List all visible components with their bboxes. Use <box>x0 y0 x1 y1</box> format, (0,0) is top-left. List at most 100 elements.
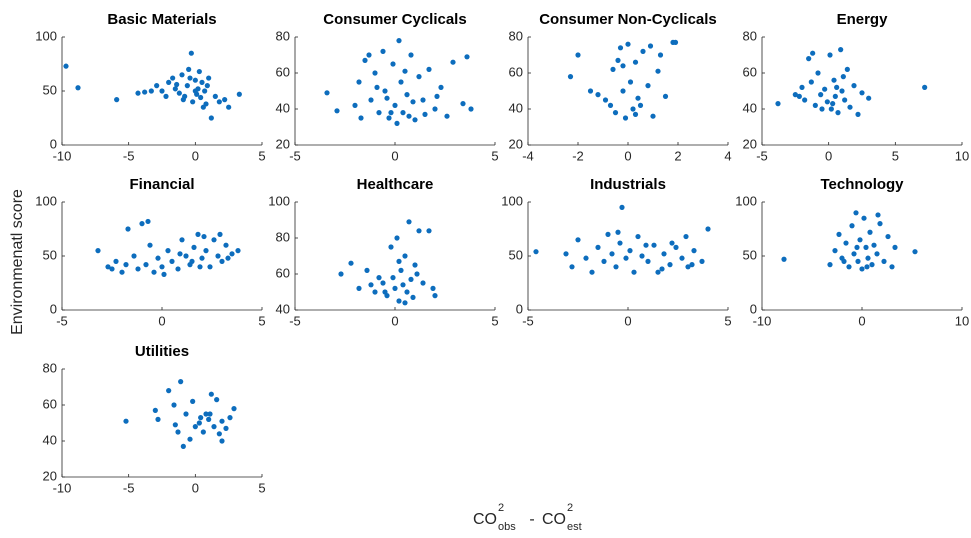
scatter-point <box>151 269 157 275</box>
scatter-point <box>679 255 685 261</box>
scatter-point <box>420 280 426 286</box>
y-tick-label: 80 <box>743 28 757 43</box>
scatter-point <box>587 88 594 94</box>
scatter-point <box>174 81 180 88</box>
scatter-point <box>203 248 209 254</box>
scatter-point <box>620 63 626 69</box>
scatter-point <box>396 38 402 44</box>
scatter-point <box>380 48 386 55</box>
scatter-point <box>390 61 396 67</box>
x-tick-label: 4 <box>724 148 731 163</box>
scatter-point <box>376 275 382 281</box>
x-tick-label: 0 <box>391 313 398 328</box>
scatter-point <box>396 298 402 304</box>
scatter-point <box>192 77 198 83</box>
scatter-point <box>394 120 400 126</box>
y-tick-label: 50 <box>43 82 57 97</box>
scatter-point <box>632 59 639 65</box>
chart-title: Financial <box>129 176 194 193</box>
scatter-point <box>109 266 115 272</box>
scatter-point <box>95 248 101 254</box>
scatter-point <box>432 106 438 112</box>
scatter-point <box>412 262 418 268</box>
y-tick-label: 50 <box>743 247 757 262</box>
scatter-point <box>180 443 186 449</box>
y-tick-label: 50 <box>43 247 57 262</box>
y-tick-label: 40 <box>509 100 523 115</box>
scatter-point <box>877 221 883 227</box>
scatter-point <box>851 83 857 89</box>
scatter-point <box>390 275 396 281</box>
scatter-point <box>139 221 145 227</box>
y-tick-label: 40 <box>276 100 290 115</box>
scatter-point <box>615 57 621 64</box>
scatter-point <box>412 117 418 123</box>
scatter-point <box>630 106 636 112</box>
scatter-point <box>159 88 165 94</box>
scatter-point <box>792 92 798 98</box>
scatter-point <box>388 244 394 250</box>
scatter-point <box>832 248 838 254</box>
scatter-point <box>402 253 408 259</box>
scatter-point <box>406 219 412 225</box>
scatter-point <box>159 264 165 270</box>
scatter-point <box>645 258 651 264</box>
scatter-point <box>236 91 242 97</box>
scatter-point <box>170 75 176 81</box>
scatter-point <box>683 233 689 240</box>
y-tick-label: 0 <box>50 301 57 316</box>
y-tick-label: 60 <box>43 396 57 411</box>
scatter-point <box>199 255 205 261</box>
chart-title: Consumer Non-Cyclicals <box>539 11 717 28</box>
scatter-point <box>643 242 649 248</box>
scatter-point <box>622 115 629 121</box>
y-tick-label: 0 <box>750 301 757 316</box>
x-tick-label: 0 <box>391 148 398 163</box>
x-tick-label: -4 <box>522 148 534 163</box>
scatter-point <box>406 113 412 119</box>
scatter-point <box>380 280 386 286</box>
scatter-point <box>189 258 195 264</box>
scatter-point <box>402 300 408 306</box>
scatter-point <box>398 267 404 273</box>
scatter-point <box>434 93 440 99</box>
scatter-point <box>155 416 161 422</box>
scatter-point <box>161 271 167 277</box>
scatter-point <box>705 226 711 232</box>
scatter-point <box>227 415 233 421</box>
x-tick-label: -5 <box>522 313 534 328</box>
chart-title: Healthcare <box>357 176 434 193</box>
scatter-point <box>190 398 196 404</box>
scatter-point <box>861 215 867 221</box>
scatter-point <box>657 52 664 58</box>
scatter-point <box>640 48 646 55</box>
scatter-point <box>685 264 691 270</box>
scatter-point <box>179 72 185 78</box>
scatter-point <box>828 106 834 112</box>
scatter-point <box>198 94 204 101</box>
scatter-point <box>191 244 197 250</box>
x-tick-label: 5 <box>258 480 265 495</box>
x-label-sub: est <box>567 521 582 533</box>
x-tick-label: -2 <box>572 148 584 163</box>
scatter-point <box>625 41 631 47</box>
x-tick-label: 5 <box>491 148 498 163</box>
scatter-point <box>831 77 837 83</box>
scatter-point <box>575 237 581 243</box>
scatter-point <box>200 429 206 435</box>
scatter-point <box>392 102 398 108</box>
scatter-point <box>382 88 388 94</box>
scatter-point <box>178 379 184 385</box>
y-tick-label: 40 <box>743 100 757 115</box>
scatter-point <box>632 111 639 117</box>
scatter-point <box>637 102 644 108</box>
chart-title: Consumer Cyclicals <box>323 11 466 28</box>
scatter-point <box>623 255 629 261</box>
scatter-point <box>822 86 828 92</box>
x-tick-label: 5 <box>724 313 731 328</box>
chart-title: Industrials <box>590 176 666 193</box>
scatter-point <box>426 228 432 234</box>
scatter-point <box>372 289 378 295</box>
y-tick-label: 60 <box>276 265 290 280</box>
scatter-point <box>135 266 141 272</box>
